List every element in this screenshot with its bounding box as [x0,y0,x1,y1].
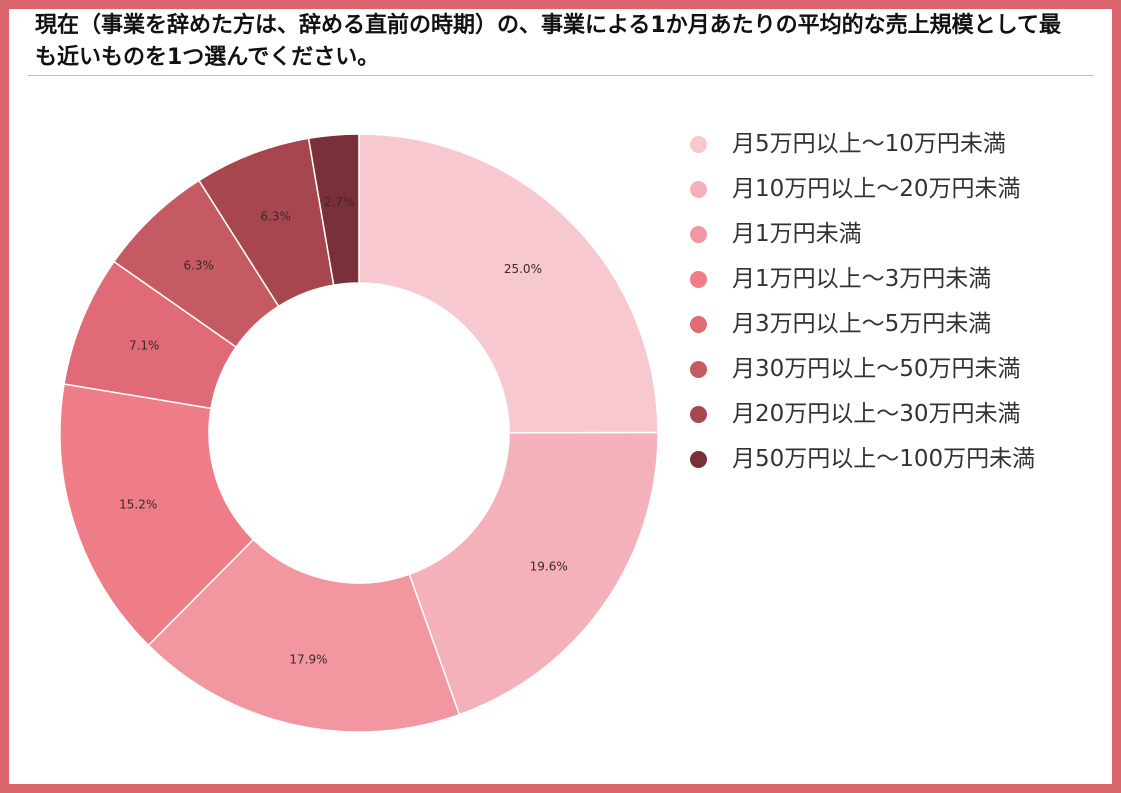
legend-swatch-icon [690,316,707,333]
donut-slice-8 [307,133,360,287]
slice-value-label-3: 17.9% [289,652,327,666]
legend-label: 月1万円未満 [732,221,862,247]
legend-item-4: 月1万円以上～3万円未満 [690,261,1090,297]
legend-swatch-icon [690,271,707,288]
donut-slice-1 [358,133,659,434]
donut-slice-2 [408,431,659,716]
legend-item-3: 月1万円未満 [690,216,1090,252]
slice-value-label-8: 2.7% [324,195,355,209]
legend-swatch-icon [690,181,707,198]
slice-value-label-5: 7.1% [129,338,160,352]
legend-item-5: 月3万円以上～5万円未満 [690,306,1090,342]
legend-swatch-icon [690,406,707,423]
legend-label: 月20万円以上～30万円未満 [732,401,1021,427]
legend-label: 月30万円以上～50万円未満 [732,356,1021,382]
slice-value-label-1: 25.0% [504,262,542,276]
legend-label: 月5万円以上～10万円未満 [732,131,1006,157]
legend-label: 月3万円以上～5万円未満 [732,311,992,337]
slice-value-label-2: 19.6% [530,560,568,574]
legend-item-2: 月10万円以上～20万円未満 [690,171,1090,207]
slice-value-label-6: 6.3% [183,258,214,272]
legend-label: 月50万円以上～100万円未満 [732,446,1036,472]
legend-swatch-icon [690,451,707,468]
slice-value-label-7: 6.3% [260,209,291,223]
legend-item-1: 月5万円以上～10万円未満 [690,126,1090,162]
legend-item-7: 月20万円以上～30万円未満 [690,396,1090,432]
donut-slice-3 [147,538,461,733]
chart-title: 現在（事業を辞めた方は、辞める直前の時期）の、事業による1か月あたりの平均的な売… [35,13,1061,70]
legend-swatch-icon [690,226,707,243]
legend-label: 月10万円以上～20万円未満 [732,176,1021,202]
donut-slice-4 [59,383,255,647]
slice-value-label-4: 15.2% [119,497,157,511]
legend-swatch-icon [690,136,707,153]
legend-swatch-icon [690,361,707,378]
title-divider [28,75,1094,76]
legend-label: 月1万円以上～3万円未満 [732,266,992,292]
legend-item-8: 月50万円以上～100万円未満 [690,441,1090,477]
chart-legend: 月5万円以上～10万円未満 月10万円以上～20万円未満 月1万円未満月1万円以上～… [690,126,1090,486]
legend-item-6: 月30万円以上～50万円未満 [690,351,1090,387]
